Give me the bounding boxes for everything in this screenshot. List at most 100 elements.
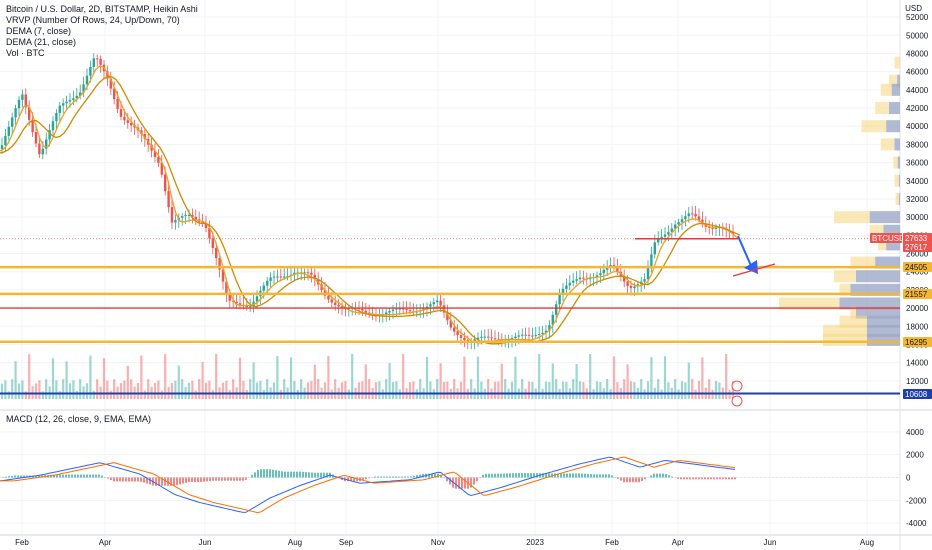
volume-bar — [385, 379, 388, 399]
macd-histogram-bar — [314, 472, 316, 478]
time-tick-label: Feb — [605, 538, 619, 547]
volume-bar — [140, 355, 143, 399]
macd-histogram-bar — [734, 477, 736, 480]
macd-histogram-bar — [578, 473, 580, 478]
price-label-box — [903, 262, 932, 272]
price-tick-label: 34000 — [906, 177, 929, 186]
macd-histogram-bar — [503, 473, 505, 478]
macd-histogram-bar — [380, 476, 382, 478]
price-tick-label: 14000 — [906, 359, 929, 368]
candle — [361, 309, 364, 311]
macd-histogram-bar — [569, 473, 571, 478]
macd-histogram-bar — [572, 473, 574, 478]
price-label-box — [903, 233, 932, 243]
legend-vrvp[interactable]: VRVP (Number Of Rows, 24, Up/Down, 70) — [6, 15, 180, 25]
macd-histogram-bar — [59, 474, 61, 478]
price-label-text: 10608 — [905, 390, 928, 399]
macd-histogram-bar — [521, 473, 523, 478]
volume-bar — [65, 361, 68, 399]
candle — [633, 286, 636, 289]
volume-bar — [476, 356, 480, 399]
volume-bar — [463, 356, 466, 399]
macd-histogram-bar — [641, 477, 643, 482]
macd-histogram-bar — [35, 475, 37, 478]
macd-histogram-bar — [326, 472, 328, 478]
candle — [476, 337, 480, 340]
volume-bar — [204, 382, 208, 399]
candle — [106, 71, 109, 79]
candle — [687, 213, 690, 217]
volume-bar — [470, 379, 473, 399]
candle — [211, 238, 214, 248]
candle — [228, 294, 231, 301]
candle — [657, 239, 660, 243]
macd-histogram-bar — [659, 473, 661, 478]
macd-histogram-bar — [233, 477, 235, 481]
candle — [453, 327, 456, 332]
macd-histogram-bar — [362, 477, 364, 481]
candle — [490, 337, 493, 339]
time-tick-label: Apr — [99, 538, 112, 547]
macd-histogram-bar — [239, 477, 241, 481]
candle — [684, 216, 687, 220]
macd-histogram-bar — [350, 477, 352, 482]
macd-histogram-bar — [383, 476, 385, 478]
volume-bar — [85, 383, 89, 399]
candle — [187, 214, 191, 216]
volume-bar — [334, 379, 337, 399]
volume-bar — [327, 356, 330, 399]
candle — [680, 219, 684, 223]
candle — [446, 312, 449, 321]
legend-title[interactable]: Bitcoin / U.S. Dollar, 2D, BITSTAMP, Hei… — [6, 4, 198, 14]
candle — [521, 334, 524, 336]
candle — [629, 285, 633, 289]
candle — [561, 288, 565, 294]
macd-histogram-bar — [23, 475, 25, 478]
volume-bar — [616, 382, 619, 399]
candle — [269, 277, 272, 281]
macd-histogram-bar — [218, 477, 220, 481]
candle — [194, 216, 197, 220]
volume-bar — [388, 363, 391, 399]
macd-histogram-bar — [596, 474, 598, 478]
legend-dema7[interactable]: DEMA (7, close) — [6, 26, 72, 36]
legend-volume[interactable]: Vol · BTC — [6, 48, 45, 58]
volume-bar — [34, 383, 38, 399]
candle — [116, 99, 119, 110]
volume-bar — [429, 381, 432, 399]
macd-histogram-bar — [194, 477, 196, 482]
macd-histogram-bar — [392, 476, 394, 478]
candle — [626, 281, 629, 286]
macd-histogram-bar — [140, 477, 142, 482]
volume-bar — [500, 363, 503, 399]
price-tick-label: 30000 — [906, 213, 929, 222]
volume-bar — [51, 358, 55, 399]
macd-histogram-bar — [281, 471, 283, 478]
candle — [731, 231, 735, 235]
volume-bar — [442, 381, 446, 399]
candle — [395, 308, 398, 310]
volume-bar — [425, 356, 429, 399]
candle — [483, 336, 486, 338]
time-tick-label: Apr — [672, 538, 685, 547]
macd-legend[interactable]: MACD (12, 26, close, 9, EMA, EMA) — [6, 414, 152, 424]
legend-dema21[interactable]: DEMA (21, close) — [6, 37, 77, 47]
candle — [391, 309, 395, 311]
volume-bar — [157, 380, 160, 399]
macd-histogram-bar — [347, 477, 349, 482]
macd-histogram-bar — [74, 474, 76, 478]
candle — [218, 258, 221, 270]
candle — [565, 285, 568, 289]
volume-bar — [391, 382, 395, 399]
macd-histogram-bar — [518, 473, 520, 478]
candle — [28, 107, 31, 120]
macd-histogram-bar — [575, 473, 577, 478]
volume-bar — [225, 380, 228, 399]
macd-histogram-bar — [680, 477, 682, 480]
volume-bar — [351, 354, 354, 399]
macd-histogram-bar — [728, 477, 730, 480]
price-label-text: BTCUSD — [872, 234, 905, 243]
volume-bar — [289, 357, 293, 399]
macd-histogram-bar — [482, 474, 484, 478]
